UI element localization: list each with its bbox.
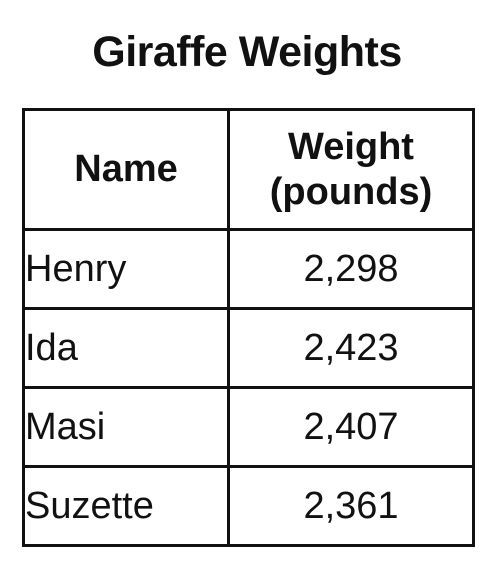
table-row: Masi 2,407 [22, 386, 475, 468]
name-cell: Masi [22, 386, 230, 468]
page-title: Giraffe Weights [92, 28, 402, 76]
table-row: Suzette 2,361 [22, 465, 475, 547]
weight-cell: 2,298 [227, 228, 475, 310]
weight-cell: 2,361 [227, 465, 475, 547]
table-row: Henry 2,298 [22, 228, 475, 310]
header-weight-label: Weight [288, 125, 414, 168]
name-cell: Suzette [22, 465, 230, 547]
weight-cell: 2,407 [227, 386, 475, 468]
header-name: Name [22, 108, 230, 231]
header-weight-unit: (pounds) [269, 170, 433, 213]
giraffe-weights-table: Name Weight (pounds) Henry 2,298 Ida 2,4… [22, 108, 475, 547]
name-cell: Ida [22, 307, 230, 389]
weight-cell: 2,423 [227, 307, 475, 389]
name-cell: Henry [22, 228, 230, 310]
table-row: Ida 2,423 [22, 307, 475, 389]
table-header-row: Name Weight (pounds) [22, 108, 475, 231]
header-weight: Weight (pounds) [227, 108, 475, 231]
